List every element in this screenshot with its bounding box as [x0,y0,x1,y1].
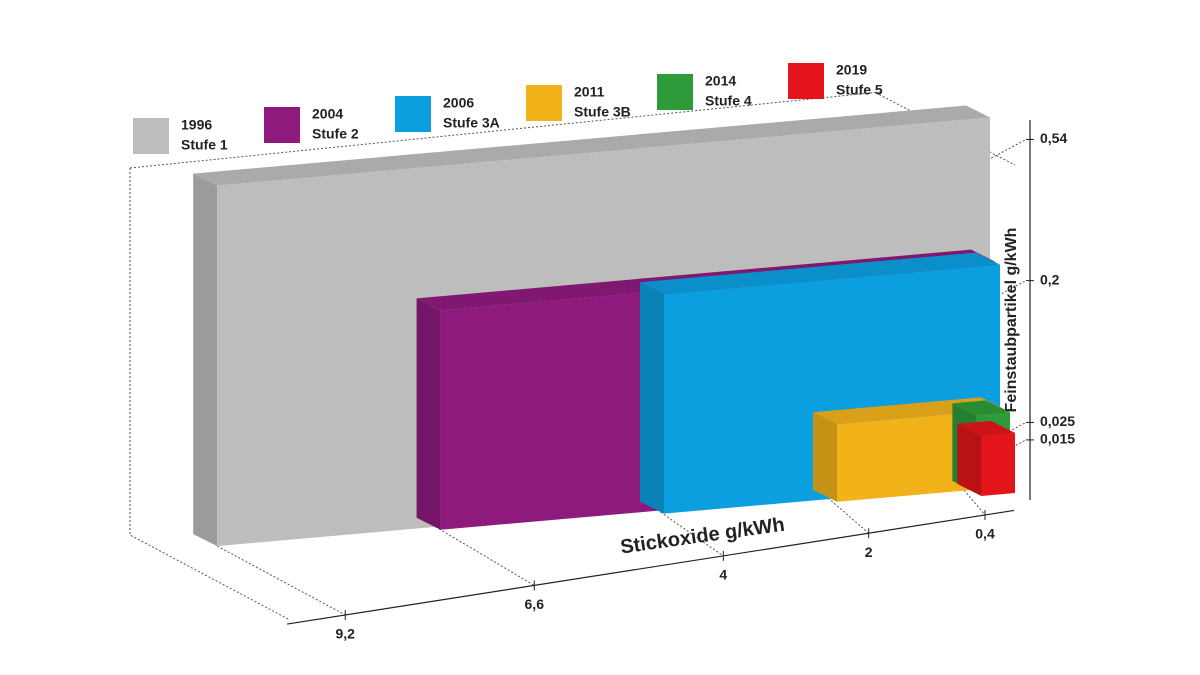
x-axis-title: Stickoxide g/kWh [619,514,786,559]
legend-swatch [657,74,693,110]
bar [981,432,1015,496]
legend-name: Stufe 3B [574,104,631,120]
y-tick-label: 0,2 [1040,271,1060,287]
bar-side [193,173,218,547]
bar-group [957,420,1015,496]
legend-name: Stufe 1 [181,137,228,153]
x-leader [216,545,346,616]
x-tick-label: 6,6 [525,596,545,612]
x-leader [956,480,986,516]
y-leader [969,139,1027,170]
bar-side [957,423,982,496]
y-leader [969,421,1027,453]
bar-top [640,252,1000,295]
legend-name: Stufe 3A [443,115,500,131]
x-tick-label: 2 [865,544,873,560]
y-tick-label: 0,025 [1040,413,1075,429]
x-tick-label: 0,4 [975,526,995,542]
y-leader [969,439,1027,471]
legend-year: 2014 [705,73,736,89]
legend-name: Stufe 2 [312,126,359,142]
y-tick-label: 0,54 [1040,130,1067,146]
y-leader [969,280,1027,312]
y-tick-label: 0,015 [1040,431,1075,447]
legend-name: Stufe 5 [836,82,883,98]
legend-swatch [526,85,562,121]
legend-year: 2006 [443,95,474,111]
legend-year: 2004 [312,106,343,122]
x-axis-line [286,509,1015,625]
legend-name: Stufe 4 [705,93,752,109]
legend-swatch [788,63,824,99]
bar-top [957,420,1015,436]
legend-year: 1996 [181,117,212,133]
bar-top [193,105,990,186]
x-tick-label: 4 [719,567,727,583]
bar-side [416,298,441,530]
x-leader [435,526,535,586]
legend-swatch [133,118,169,154]
legend-year: 2019 [836,62,867,78]
x-tick-label: 9,2 [336,626,356,642]
legend-year: 2011 [574,84,605,100]
bar-side [813,412,837,502]
legend-swatch [395,96,431,132]
bar-side [640,282,664,514]
y-axis-title: Feinstaubpartikel g/kWh [1003,228,1020,413]
legend-swatch [264,107,300,143]
bar-top [952,400,1010,416]
